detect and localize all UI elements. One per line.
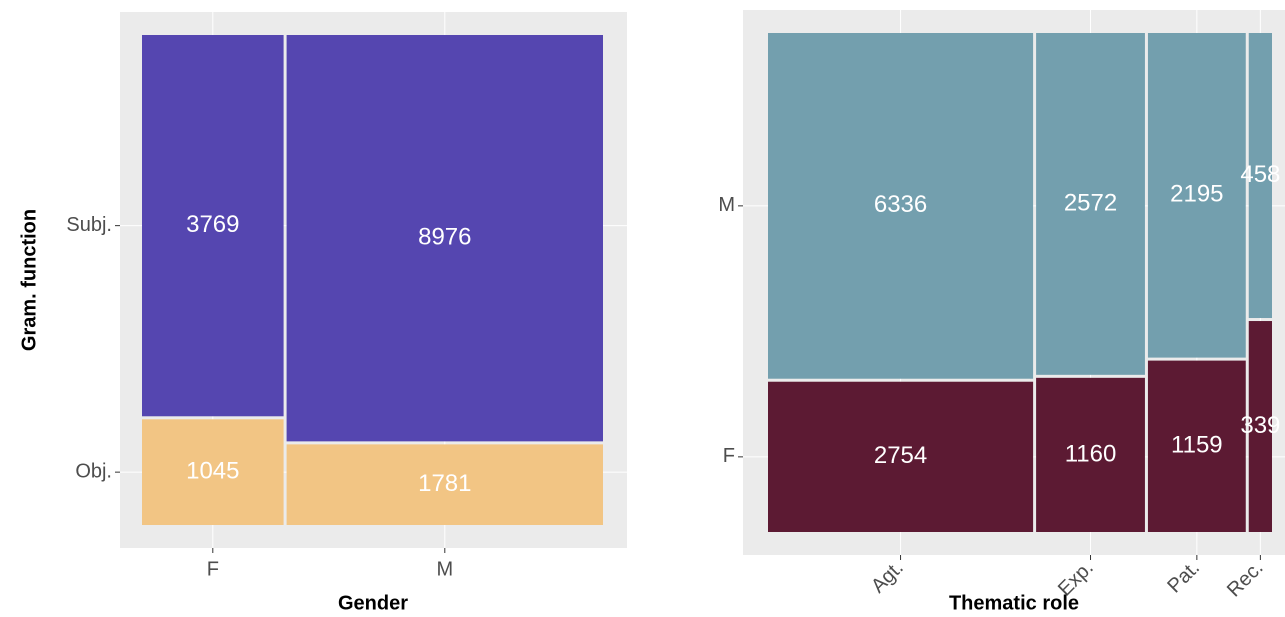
cell-label: 458	[1240, 161, 1280, 188]
y-axis-title: Gram. function	[18, 209, 40, 351]
mosaic-cell	[1248, 33, 1272, 319]
cell-label: 1045	[186, 457, 239, 484]
mosaic-cell	[1036, 377, 1145, 532]
cell-label: 1159	[1171, 432, 1223, 459]
x-axis-title: Gender	[338, 592, 408, 614]
mosaic-cell	[1248, 321, 1272, 532]
y-tick-label: M	[718, 194, 735, 216]
x-tick-label: Pat.	[1163, 557, 1204, 598]
mosaic-cell	[1036, 33, 1145, 375]
mosaic-cell	[286, 35, 603, 442]
cell-label: 2572	[1064, 189, 1117, 216]
x-axis-title: Thematic role	[949, 592, 1079, 614]
mosaic-cell	[142, 35, 284, 417]
mosaic-cell	[1147, 33, 1246, 358]
cell-label: 2754	[874, 442, 927, 469]
y-tick-label: F	[723, 445, 735, 467]
x-tick-label: Rec.	[1223, 557, 1268, 602]
x-tick-label: M	[436, 558, 453, 580]
cell-label: 2195	[1170, 181, 1223, 208]
x-tick-label: F	[207, 558, 219, 580]
y-tick-label: Obj.	[75, 460, 112, 482]
mosaic-cell	[142, 419, 284, 525]
cell-label: 1781	[418, 470, 471, 497]
cell-label: 1160	[1065, 440, 1117, 467]
mosaic-cell	[768, 33, 1034, 379]
x-tick-label: Agt.	[867, 557, 908, 598]
mosaic-cell	[286, 444, 603, 525]
cell-label: 3769	[186, 211, 239, 238]
cell-label: 6336	[874, 191, 927, 218]
y-tick-label: Subj.	[66, 214, 112, 236]
mosaic-cell	[1147, 360, 1246, 532]
mosaic-cell	[768, 381, 1034, 532]
cell-label: 339	[1240, 412, 1280, 439]
cell-label: 8976	[418, 224, 471, 251]
